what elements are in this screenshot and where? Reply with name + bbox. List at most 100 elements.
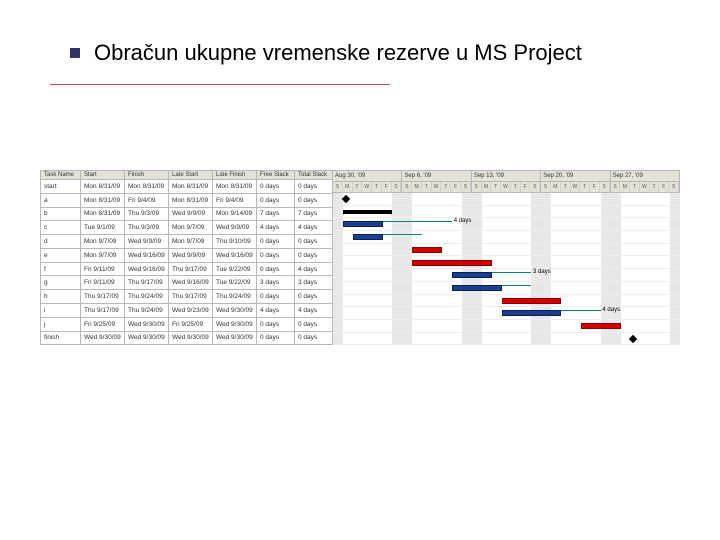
table-cell: Fri 9/25/09 bbox=[81, 317, 125, 331]
table-cell: Mon 9/7/09 bbox=[169, 235, 213, 249]
column-header[interactable]: Late Start bbox=[169, 171, 213, 180]
table-row[interactable]: iThu 9/17/09Thu 9/24/09Wed 9/23/09Wed 9/… bbox=[41, 304, 333, 318]
task-bar[interactable] bbox=[343, 221, 383, 227]
table-cell: Mon 8/31/09 bbox=[169, 193, 213, 207]
day-cell: T bbox=[580, 182, 590, 193]
day-cell: M bbox=[482, 182, 492, 193]
week-label: Aug 30, '09 bbox=[333, 171, 401, 182]
table-cell: Wed 9/9/09 bbox=[169, 207, 213, 221]
table-cell: Mon 9/7/09 bbox=[169, 221, 213, 235]
table-row[interactable]: cTue 9/1/09Thu 9/3/09Mon 9/7/09Wed 9/9/0… bbox=[41, 221, 333, 235]
title-row: Obračun ukupne vremenske rezerve u MS Pr… bbox=[0, 40, 720, 66]
table-cell: Wed 9/30/09 bbox=[125, 331, 169, 345]
table-cell: Fri 9/11/09 bbox=[81, 276, 125, 290]
table-cell: Wed 9/16/09 bbox=[125, 262, 169, 276]
table-cell: Wed 9/30/09 bbox=[213, 331, 257, 345]
day-cell: S bbox=[461, 182, 471, 193]
task-bar[interactable] bbox=[452, 285, 502, 291]
critical-bar[interactable] bbox=[502, 298, 561, 304]
slack-label: 3 days bbox=[533, 269, 551, 275]
table-cell: 0 days bbox=[257, 262, 295, 276]
task-bar[interactable] bbox=[353, 234, 383, 240]
table-row[interactable]: hThu 9/17/09Thu 9/24/09Thu 9/17/09Thu 9/… bbox=[41, 290, 333, 304]
milestone-icon[interactable] bbox=[342, 195, 350, 203]
day-cell: S bbox=[600, 182, 610, 193]
critical-bar[interactable] bbox=[412, 247, 442, 253]
table-row[interactable]: bMon 8/31/09Thu 9/3/09Wed 9/9/09Mon 9/14… bbox=[41, 207, 333, 221]
table-row[interactable]: fFri 9/11/09Wed 9/16/09Thu 9/17/09Tue 9/… bbox=[41, 262, 333, 276]
gantt-row bbox=[333, 193, 680, 206]
table-cell: 3 days bbox=[257, 276, 295, 290]
table-cell: Thu 9/3/09 bbox=[125, 221, 169, 235]
table-row[interactable]: eMon 9/7/09Wed 9/16/09Wed 9/9/09Wed 9/16… bbox=[41, 248, 333, 262]
table-cell: 0 days bbox=[295, 193, 333, 207]
week-label: Sep 6, '09 bbox=[402, 171, 470, 182]
milestone-icon[interactable] bbox=[629, 334, 637, 342]
table-cell: 0 days bbox=[295, 331, 333, 345]
day-cell: S bbox=[402, 182, 412, 193]
table-cell: Mon 8/31/09 bbox=[81, 207, 125, 221]
column-header[interactable]: Total Slack bbox=[295, 171, 333, 180]
task-bar[interactable] bbox=[452, 272, 492, 278]
gantt-row bbox=[333, 206, 680, 219]
column-header[interactable]: Start bbox=[81, 171, 125, 180]
table-cell: b bbox=[41, 207, 81, 221]
table-cell: 0 days bbox=[295, 235, 333, 249]
table-cell: Tue 9/22/09 bbox=[213, 262, 257, 276]
table-cell: Fri 9/4/09 bbox=[125, 193, 169, 207]
day-cell: T bbox=[561, 182, 571, 193]
table-cell: j bbox=[41, 317, 81, 331]
table-cell: Wed 9/30/09 bbox=[125, 317, 169, 331]
table-cell: Thu 9/17/09 bbox=[81, 304, 125, 318]
slack-line bbox=[561, 310, 601, 311]
table-cell: 7 days bbox=[295, 207, 333, 221]
day-cell: W bbox=[432, 182, 442, 193]
column-header[interactable]: Free Slack bbox=[257, 171, 295, 180]
table-cell: Wed 9/30/09 bbox=[213, 317, 257, 331]
day-cell: T bbox=[630, 182, 640, 193]
table-row[interactable]: jFri 9/25/09Wed 9/30/09Fri 9/25/09Wed 9/… bbox=[41, 317, 333, 331]
table-cell: Wed 9/30/09 bbox=[81, 331, 125, 345]
gantt-row bbox=[333, 320, 680, 333]
table-cell: 0 days bbox=[295, 180, 333, 194]
table-cell: Thu 9/17/09 bbox=[125, 276, 169, 290]
table-cell: Mon 8/31/09 bbox=[213, 180, 257, 194]
table-cell: Mon 9/7/09 bbox=[81, 248, 125, 262]
table-row[interactable]: aMon 8/31/09Fri 9/4/09Mon 8/31/09Fri 9/4… bbox=[41, 193, 333, 207]
table-cell: Thu 9/3/09 bbox=[125, 207, 169, 221]
table-cell: Wed 9/30/09 bbox=[213, 304, 257, 318]
table-cell: Wed 9/30/09 bbox=[169, 331, 213, 345]
column-header[interactable]: Late Finish bbox=[213, 171, 257, 180]
table-cell: Wed 9/9/09 bbox=[125, 235, 169, 249]
table-row[interactable]: dMon 9/7/09Wed 9/9/09Mon 9/7/09Thu 9/10/… bbox=[41, 235, 333, 249]
day-cell: T bbox=[353, 182, 363, 193]
day-cell: F bbox=[451, 182, 461, 193]
table-row[interactable]: startMon 8/31/09Mon 8/31/09Mon 8/31/09Mo… bbox=[41, 180, 333, 194]
gantt-row: 4 days bbox=[333, 218, 680, 231]
table-cell: Thu 9/24/09 bbox=[125, 304, 169, 318]
critical-bar[interactable] bbox=[581, 323, 621, 329]
column-header[interactable]: Task Name bbox=[41, 171, 81, 180]
day-cell: F bbox=[521, 182, 531, 193]
week-label: Sep 13, '09 bbox=[472, 171, 540, 182]
table-row[interactable]: gFri 9/11/09Thu 9/17/09Wed 9/16/09Tue 9/… bbox=[41, 276, 333, 290]
day-cell: M bbox=[412, 182, 422, 193]
critical-bar[interactable] bbox=[412, 260, 491, 266]
table-cell: Mon 9/14/09 bbox=[213, 207, 257, 221]
table-cell: Thu 9/10/09 bbox=[213, 235, 257, 249]
day-cell: T bbox=[372, 182, 382, 193]
slack-line bbox=[502, 285, 532, 286]
summary-bar[interactable] bbox=[343, 210, 393, 214]
day-cell: F bbox=[590, 182, 600, 193]
day-cell: S bbox=[541, 182, 551, 193]
table-cell: 4 days bbox=[295, 304, 333, 318]
week-column: Sep 6, '09SMTWTFS bbox=[402, 171, 471, 192]
gantt-row bbox=[333, 333, 680, 346]
week-column: Sep 20, '09SMTWTFS bbox=[541, 171, 610, 192]
column-header[interactable]: Finish bbox=[125, 171, 169, 180]
table-cell: finish bbox=[41, 331, 81, 345]
table-row[interactable]: finishWed 9/30/09Wed 9/30/09Wed 9/30/09W… bbox=[41, 331, 333, 345]
task-bar[interactable] bbox=[502, 310, 561, 316]
table-cell: i bbox=[41, 304, 81, 318]
day-cell: W bbox=[571, 182, 581, 193]
